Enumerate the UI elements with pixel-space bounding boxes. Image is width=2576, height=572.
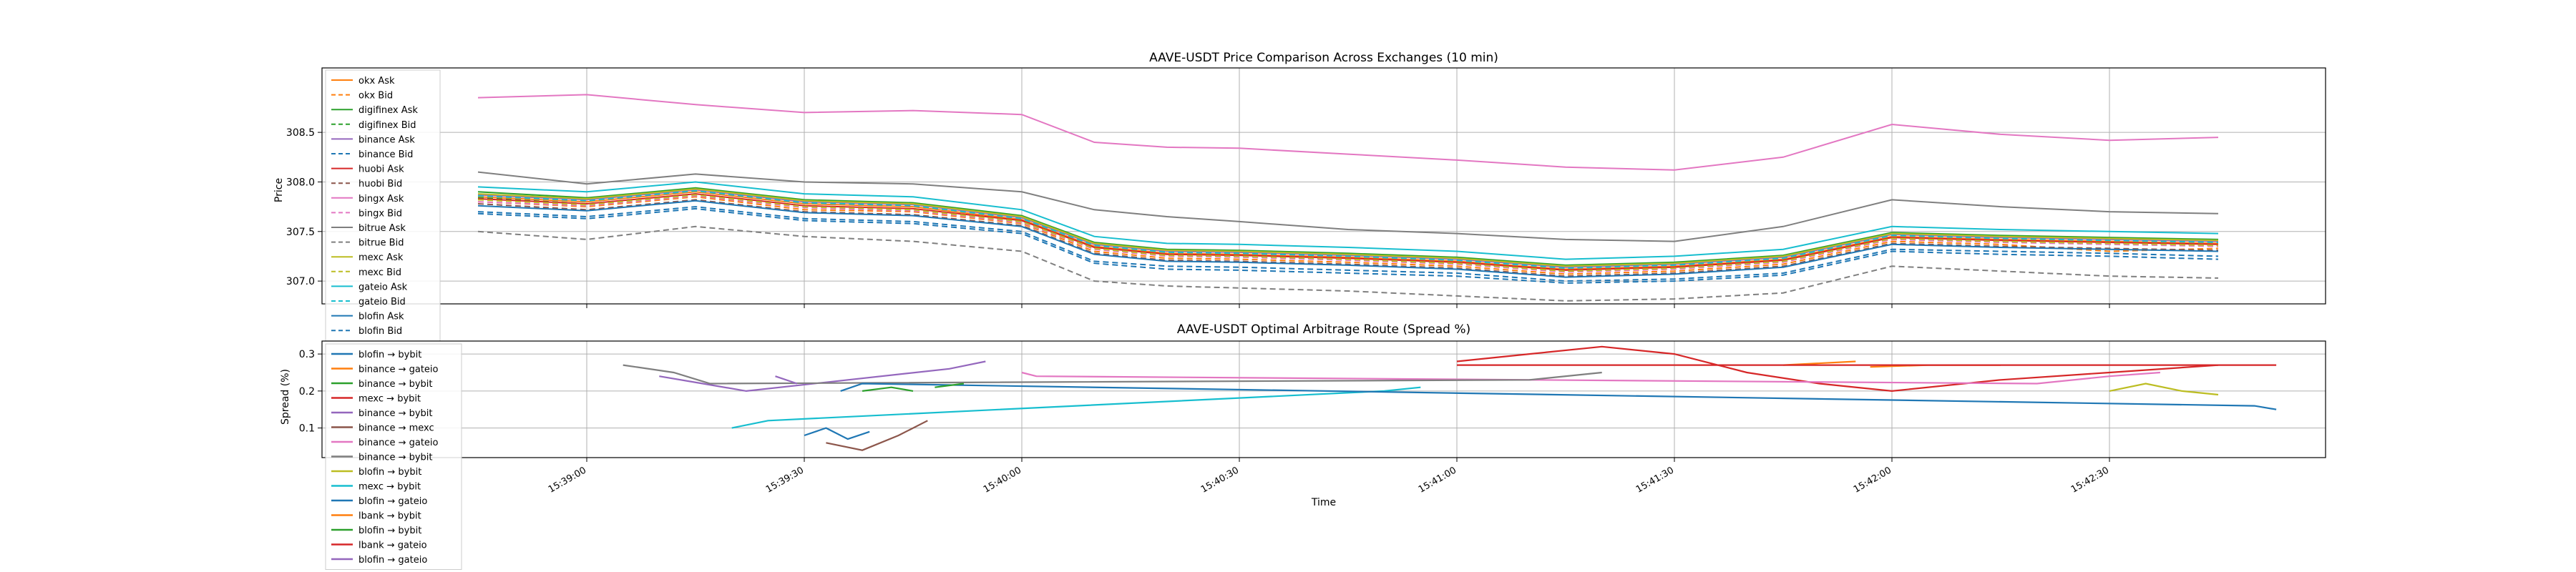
- spread-legend-label: binance → bybit: [358, 408, 433, 419]
- spread-legend-label: blofin → gateio: [358, 555, 427, 566]
- spread-series-blofin-bybit-8: [2109, 383, 2219, 396]
- price-series-huobi-bid: [477, 199, 2219, 277]
- price-series-binance-ask: [477, 189, 2219, 268]
- spread-ytick-label: 0.1: [299, 423, 315, 435]
- price-ytick-label: 307.5: [286, 227, 315, 238]
- spread-series-binance-bybit-2: [862, 386, 914, 392]
- spread-legend-label: binance → gateio: [358, 438, 439, 448]
- price-plot-frame: [321, 67, 2326, 305]
- price-series-bitrue-bid: [477, 225, 2219, 302]
- price-chart-ylabel: Price: [273, 178, 285, 202]
- price-series-okx-bid: [477, 196, 2219, 275]
- price-series-digifinex-ask: [477, 187, 2219, 266]
- price-legend-label: blofin Bid: [358, 326, 402, 337]
- price-ytick-label: 308.0: [286, 177, 315, 188]
- spread-legend-label: blofin → bybit: [358, 467, 421, 478]
- spread-xtick-label: 15:41:00: [1417, 465, 1458, 495]
- spread-ytick-label: 0.2: [299, 386, 315, 398]
- spread-legend-label: blofin → gateio: [358, 496, 427, 507]
- price-legend-label: okx Ask: [358, 76, 395, 87]
- price-series-okx-ask: [477, 191, 2219, 270]
- spread-chart-ylabel: Spread (%): [280, 369, 291, 425]
- price-legend-label: binance Bid: [358, 149, 413, 160]
- price-legend-label: binance Ask: [358, 134, 415, 145]
- spread-plot-frame: [321, 340, 2326, 458]
- spread-series-binance-bybit-7: [623, 364, 1602, 385]
- arbitrage-spread-chart: AAVE-USDT Optimal Arbitrage Route (Sprea…: [280, 322, 2326, 570]
- spread-ytick-label: 0.3: [299, 349, 315, 360]
- price-comparison-chart: AAVE-USDT Price Comparison Across Exchan…: [273, 51, 2326, 342]
- price-ytick-label: 308.5: [286, 127, 315, 139]
- spread-xtick-label: 15:40:30: [1199, 465, 1241, 495]
- spread-legend-label: binance → gateio: [358, 365, 439, 375]
- spread-xtick-label: 15:42:30: [2069, 465, 2111, 495]
- price-legend-label: blofin Ask: [358, 312, 404, 322]
- price-series-mexc-bid: [477, 194, 2219, 272]
- price-series-gateio-bid: [477, 189, 2219, 270]
- price-legend-label: digifinex Ask: [358, 105, 418, 116]
- spread-legend-label: mexc → bybit: [358, 394, 421, 405]
- price-legend-box: [325, 69, 441, 342]
- spread-legend-label: binance → bybit: [358, 379, 433, 390]
- price-series-bingx-bid: [477, 194, 2219, 273]
- price-legend-label: digifinex Bid: [358, 120, 416, 131]
- spread-legend-label: binance → bybit: [358, 453, 433, 463]
- price-legend-label: bingx Ask: [358, 194, 404, 204]
- spread-legend-label: binance → mexc: [358, 423, 434, 434]
- price-legend-label: bingx Bid: [358, 208, 402, 219]
- spread-series-binance-mexc-5: [826, 420, 928, 451]
- spread-legend-label: lbank → bybit: [358, 511, 421, 522]
- spread-chart-xlabel: Time: [1311, 497, 1336, 508]
- price-series-bingx-ask: [477, 94, 2219, 171]
- spread-xtick-label: 15:39:00: [547, 465, 588, 495]
- spread-legend-label: lbank → gateio: [358, 541, 427, 551]
- price-series-huobi-ask: [477, 193, 2219, 271]
- price-legend-label: bitrue Ask: [358, 223, 406, 234]
- price-legend-label: bitrue Bid: [358, 238, 404, 249]
- spread-chart-title: AAVE-USDT Optimal Arbitrage Route (Sprea…: [1177, 322, 1470, 337]
- spread-legend-label: blofin → bybit: [358, 526, 421, 536]
- price-ytick-label: 307.0: [286, 276, 315, 287]
- price-series-gateio-ask: [477, 181, 2219, 260]
- price-series-mexc-ask: [477, 188, 2219, 267]
- price-legend-label: huobi Bid: [358, 179, 402, 189]
- price-legend-label: mexc Bid: [358, 267, 401, 278]
- price-series-bitrue-ask: [477, 171, 2219, 242]
- spread-series-blofin-bybit-0: [804, 427, 870, 440]
- price-legend-label: huobi Ask: [358, 164, 404, 175]
- price-legend-label: mexc Ask: [358, 252, 404, 263]
- price-series-blofin-ask: [477, 199, 2219, 278]
- spread-series-binance-gateio-6: [1021, 371, 2160, 385]
- spread-series-blofin-bybit-12: [935, 383, 965, 388]
- price-series-blofin-bid: [477, 207, 2219, 284]
- spread-xtick-label: 15:40:00: [982, 465, 1023, 495]
- spread-legend-label: mexc → bybit: [358, 482, 421, 493]
- spread-series-mexc-bybit-9: [731, 386, 1421, 429]
- spread-series-mexc-bybit-3: [1456, 345, 2219, 393]
- spread-legend-label: blofin → bybit: [358, 350, 421, 360]
- spread-xtick-label: 15:39:30: [764, 465, 806, 495]
- price-chart-title: AAVE-USDT Price Comparison Across Exchan…: [1149, 51, 1498, 65]
- spread-xtick-label: 15:41:30: [1634, 465, 1676, 495]
- price-legend-label: okx Bid: [358, 91, 393, 102]
- spread-series-blofin-gateio-10: [840, 383, 2277, 410]
- price-legend-label: gateio Bid: [358, 297, 406, 307]
- price-legend: okx Ask okx Bid digifinex Ask digifinex Bid…: [325, 69, 441, 342]
- spread-xtick-label: 15:42:00: [1852, 465, 1893, 495]
- spread-series-blofin-gateio-14: [775, 375, 798, 385]
- price-legend-label: gateio Ask: [358, 282, 408, 292]
- price-series-binance-bid: [477, 206, 2219, 282]
- spread-series-binance-bybit-4: [659, 360, 986, 393]
- spread-legend: blofin → bybit binance → gateio binance → …: [325, 343, 462, 570]
